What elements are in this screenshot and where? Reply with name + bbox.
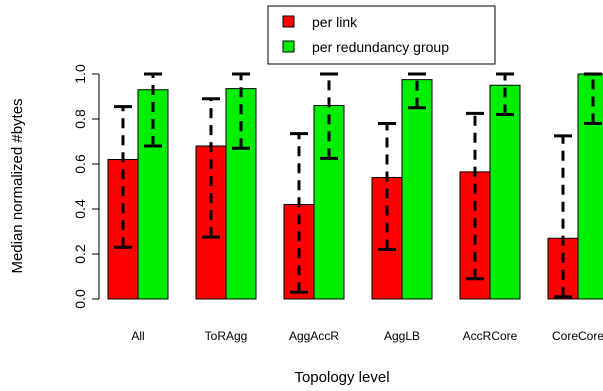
x-tick-label: CoreCore bbox=[552, 329, 603, 343]
legend-label-per-redundancy-group: per redundancy group bbox=[312, 39, 449, 55]
bar-agglb-series-1 bbox=[401, 79, 433, 300]
x-tick-label: All bbox=[131, 329, 144, 343]
legend-swatch-per-redundancy-group bbox=[282, 40, 295, 53]
y-tick-label: 0.0 bbox=[72, 289, 88, 309]
x-tick-label: AggLB bbox=[384, 329, 420, 343]
y-tick-label: 1.0 bbox=[72, 64, 88, 84]
y-tick-label: 0.2 bbox=[72, 244, 88, 264]
error-bars bbox=[114, 72, 602, 299]
y-tick-label: 0.6 bbox=[72, 154, 88, 174]
x-tick-labels: All ToRAgg AggAccR AggLB AccRCore CoreCore bbox=[131, 329, 603, 343]
x-axis-label: Topology level bbox=[294, 369, 389, 386]
bar-toragg-series-1 bbox=[225, 88, 257, 300]
legend: per link per redundancy group bbox=[267, 5, 496, 65]
legend-swatch-per-link bbox=[282, 15, 295, 28]
y-axis: 0.0 0.2 0.4 0.6 0.8 1.0 bbox=[72, 64, 100, 309]
legend-box bbox=[267, 5, 496, 65]
bar-accrcore-series-1 bbox=[489, 84, 521, 300]
bar-corecore-series-1 bbox=[577, 73, 603, 300]
bars bbox=[107, 73, 603, 300]
x-tick-label: ToRAgg bbox=[205, 329, 248, 343]
x-tick-label: AccRCore bbox=[463, 329, 518, 343]
y-tick-label: 0.4 bbox=[72, 199, 88, 219]
legend-label-per-link: per link bbox=[312, 14, 358, 30]
bar-toragg-series-0 bbox=[195, 145, 227, 300]
y-axis-label: Median normalized #bytes bbox=[9, 98, 26, 273]
x-tick-label: AggAccR bbox=[289, 329, 339, 343]
y-tick-label: 0.8 bbox=[72, 109, 88, 129]
